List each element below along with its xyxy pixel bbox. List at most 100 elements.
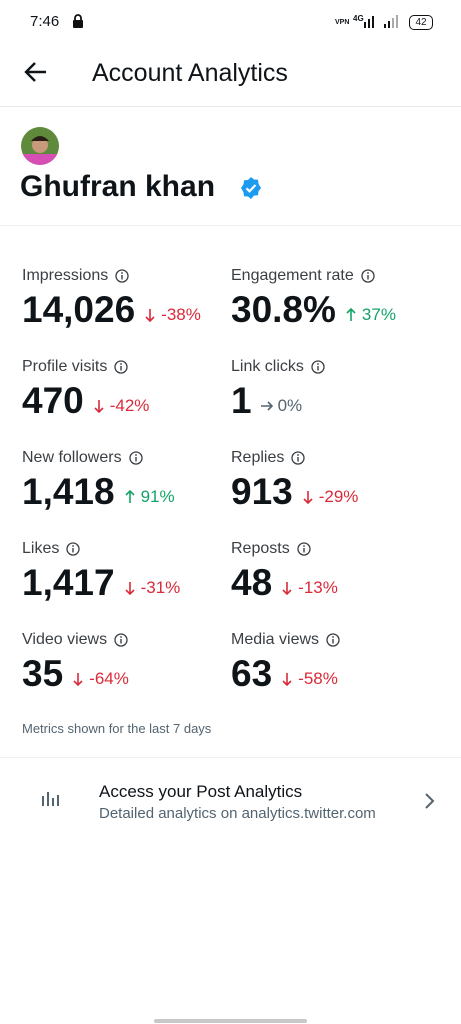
trend-arrow (303, 491, 313, 504)
metric-value-row: 1,418 91% (22, 471, 175, 513)
metric: Reposts 48 -13% (231, 540, 338, 604)
metric-label: Link clicks (231, 358, 304, 375)
metric-label: Reposts (231, 540, 290, 557)
metric-label-row: Engagement rate (231, 267, 396, 285)
metric-value-row: 470 -42% (22, 380, 149, 422)
metric-change: -38% (143, 305, 201, 325)
metric-value-row: 913 -29% (231, 471, 358, 513)
metric-label: New followers (22, 449, 122, 466)
metric-label: Engagement rate (231, 267, 354, 284)
back-button[interactable] (24, 61, 48, 83)
metric-label-row: Reposts (231, 540, 338, 558)
metric-label: Replies (231, 449, 285, 466)
metric-change: -64% (71, 669, 129, 689)
metric-label-row: Replies (231, 449, 358, 467)
info-icon[interactable] (326, 633, 340, 647)
info-icon[interactable] (361, 269, 375, 283)
trend-arrow (73, 673, 83, 686)
chart-icon (42, 792, 59, 806)
info-icon[interactable] (128, 451, 143, 465)
metric-value: 913 (231, 471, 293, 512)
metric-change-text: -13% (298, 578, 338, 597)
avatar[interactable] (20, 126, 60, 166)
metric-label: Likes (22, 540, 60, 557)
metric-value: 1,417 (22, 562, 115, 603)
metric-change-text: -42% (109, 396, 150, 415)
info-icon[interactable] (115, 269, 129, 283)
info-icon[interactable] (291, 451, 306, 465)
battery: 42 (409, 15, 433, 30)
info-icon[interactable] (297, 542, 311, 556)
trend-arrow (94, 400, 104, 413)
verified-badge (241, 177, 261, 199)
metric: Replies 913 -29% (231, 449, 358, 513)
metric-label-row: New followers (22, 449, 175, 467)
trend-arrow (260, 401, 273, 411)
metric-label-row: Profile visits (22, 358, 149, 376)
trend-arrow (125, 490, 135, 503)
post-analytics-link[interactable]: Access your Post Analytics Detailed anal… (0, 770, 461, 832)
metric: Impressions 14,026 -38% (22, 267, 201, 331)
metric-label-row: Video views (22, 631, 129, 649)
metric-label: Media views (231, 631, 320, 648)
divider (0, 757, 461, 758)
metric-value: 14,026 (22, 289, 136, 330)
metric-label: Video views (22, 631, 108, 648)
profile-name: Ghufran khan (20, 170, 216, 203)
info-icon[interactable] (114, 360, 129, 374)
metric-change: 0% (260, 396, 303, 416)
divider (0, 106, 461, 107)
metric-value: 470 (22, 380, 84, 421)
metric-change: -13% (280, 578, 338, 598)
metric-change-text: 91% (140, 487, 175, 506)
metric-change: -42% (92, 396, 150, 416)
metric-value-row: 48 -13% (231, 562, 338, 604)
info-icon[interactable] (66, 542, 81, 556)
metric: Link clicks 1 0% (231, 358, 325, 422)
metric-label-row: Link clicks (231, 358, 325, 376)
link-subtitle: Detailed analytics on analytics.twitter.… (99, 805, 376, 822)
metric-value-row: 35 -64% (22, 653, 129, 695)
info-icon[interactable] (114, 633, 128, 647)
metric-label-row: Impressions (22, 267, 201, 285)
lock-icon (73, 14, 83, 28)
metric-value: 35 (22, 653, 64, 694)
metric-value: 1,418 (22, 471, 115, 512)
metric-value-row: 63 -58% (231, 653, 340, 695)
metric-change-text: -31% (140, 578, 181, 597)
metric: Profile visits 470 -42% (22, 358, 149, 422)
metric-value: 63 (231, 653, 273, 694)
metric-change-text: 0% (277, 396, 303, 415)
trend-arrow (282, 582, 292, 595)
metric-change-text: -29% (318, 487, 359, 506)
info-icon[interactable] (311, 360, 325, 374)
metric-change-text: -64% (89, 669, 129, 688)
metric-change-text: 37% (361, 305, 396, 324)
metric-value: 1 (231, 380, 252, 421)
metric-label-row: Media views (231, 631, 340, 649)
metric-change: -31% (123, 578, 181, 598)
metric-change: 91% (123, 487, 175, 507)
metric-value: 48 (231, 562, 273, 603)
metric: Likes 1,417 -31% (22, 540, 180, 604)
network-label: 4G (353, 14, 364, 23)
metric: New followers 1,418 91% (22, 449, 175, 513)
status-time: 7:46 (30, 13, 60, 30)
vpn-label: VPN (335, 19, 350, 26)
metric: Video views 35 -64% (22, 631, 129, 695)
metric-value-row: 1,417 -31% (22, 562, 180, 604)
metric-value-row: 30.8% 37% (231, 289, 396, 331)
trend-arrow (145, 309, 155, 322)
divider (0, 225, 461, 226)
metric-change: 37% (344, 305, 396, 325)
metric-change-text: -58% (298, 669, 338, 688)
metrics-note: Metrics shown for the last 7 days (22, 721, 212, 736)
metric-value: 30.8% (231, 289, 336, 330)
trend-arrow (346, 308, 356, 321)
metric-change: -29% (301, 487, 359, 507)
metric-label-row: Likes (22, 540, 180, 558)
metric: Media views 63 -58% (231, 631, 340, 695)
trend-arrow (282, 673, 292, 686)
signal-icon (364, 15, 398, 28)
metric-label: Impressions (22, 267, 109, 284)
